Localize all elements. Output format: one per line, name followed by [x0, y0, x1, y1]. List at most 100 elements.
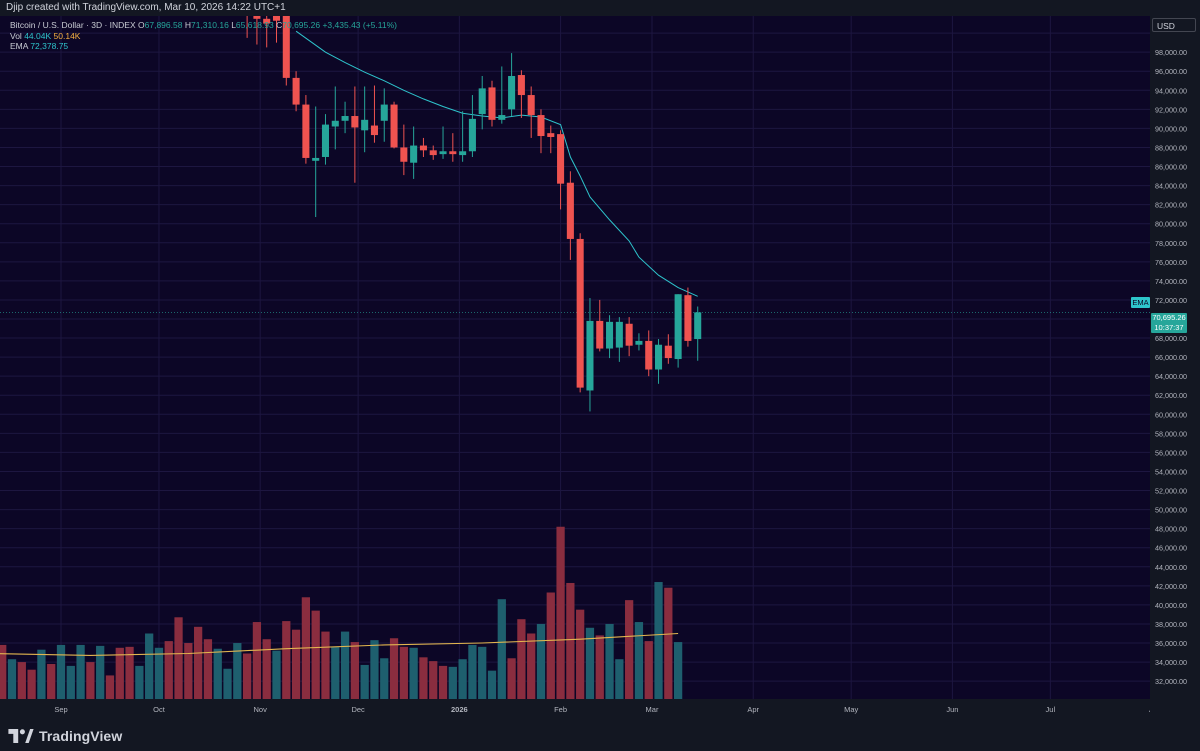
time-tick-label: Jun [946, 705, 958, 714]
price-tick-label: 68,000.00 [1155, 334, 1187, 343]
candle-body [419, 145, 427, 151]
candle [684, 287, 692, 347]
currency-button[interactable]: USD [1152, 18, 1196, 32]
price-tick-label: 34,000.00 [1155, 658, 1187, 667]
candle [302, 95, 310, 164]
volume-bar [429, 661, 438, 699]
volume-bar [154, 647, 164, 699]
volume-bar [223, 668, 232, 699]
legend-ohlc-row: Bitcoin / U.S. Dollar · 3D · INDEX O67,8… [10, 20, 397, 31]
price-chart[interactable] [0, 16, 1150, 699]
brand-name: TradingView [39, 728, 123, 744]
candle-body [547, 133, 555, 137]
time-axis[interactable]: Sep Oct Nov Dec 2026 Feb Mar Apr May Jun Jul A [0, 699, 1150, 721]
volume-bar [17, 662, 26, 699]
candle [655, 339, 663, 384]
candle [282, 16, 290, 86]
chart-legend: Bitcoin / U.S. Dollar · 3D · INDEX O67,8… [10, 20, 397, 52]
legend-close-value: 70,695.26 [282, 20, 321, 30]
volume-bar [389, 638, 399, 699]
horizontal-grid [0, 32, 1150, 682]
candle [429, 145, 437, 160]
price-tick-label: 52,000.00 [1155, 487, 1187, 496]
candle-body [351, 116, 359, 128]
candle-body [596, 320, 604, 349]
volume-bar [66, 665, 75, 699]
time-tick-label: Mar [646, 705, 659, 714]
volume-bar [458, 659, 467, 699]
volume-bar [145, 633, 154, 699]
candle-body [459, 151, 467, 156]
price-tick-label: 86,000.00 [1155, 163, 1187, 172]
candle [292, 71, 300, 112]
tradingview-logo[interactable]: TradingView [8, 727, 122, 745]
volume-bar [311, 610, 320, 699]
candle [419, 137, 427, 157]
header-bar: Djip created with TradingView.com, Mar 1… [0, 0, 1200, 16]
price-tick-label: 50,000.00 [1155, 506, 1187, 515]
volume-bar [507, 658, 516, 699]
ema-price-tag: EMA [1131, 297, 1150, 308]
price-tick-label: 74,000.00 [1155, 277, 1187, 286]
price-tick-label: 36,000.00 [1155, 639, 1187, 648]
volume-bar [615, 659, 624, 699]
candle-body [380, 104, 388, 121]
volume-bar [135, 665, 144, 699]
volume-bar [350, 642, 359, 699]
candle [370, 85, 378, 143]
price-tick-label: 92,000.00 [1155, 105, 1187, 114]
candle [321, 114, 330, 165]
candle [547, 125, 555, 154]
candle-body [282, 16, 290, 78]
price-axis[interactable]: 32,000.00 34,000.00 36,000.00 38,000.00 40,0… [1150, 16, 1200, 699]
candle-body [341, 116, 349, 121]
candle [439, 126, 447, 159]
time-tick-label: Apr [747, 705, 759, 714]
legend-high-label: H [184, 20, 191, 30]
legend-volume-row: Vol 44.04K 50.14K [10, 31, 397, 42]
price-tick-label: 58,000.00 [1155, 429, 1187, 438]
candle-body [566, 182, 574, 239]
price-tick-label: 40,000.00 [1155, 601, 1187, 610]
candle-body [478, 88, 486, 115]
volume-bar [487, 670, 497, 699]
price-tick-label: 32,000.00 [1155, 677, 1187, 686]
volume-bar [96, 645, 105, 699]
volume-bar [174, 617, 183, 699]
legend-low-value: 65,618.93 [235, 20, 274, 30]
candle-body [674, 294, 682, 360]
candle-body [655, 344, 663, 370]
candle-body [253, 16, 261, 19]
candle [615, 317, 623, 362]
candle [272, 16, 281, 43]
volume-bar [282, 621, 291, 699]
volume-bar [360, 664, 369, 699]
candle [527, 86, 535, 138]
candle [694, 306, 702, 361]
candle-body [537, 115, 545, 137]
price-axis-svg[interactable]: 32,000.00 34,000.00 36,000.00 38,000.00 40,0… [1150, 16, 1200, 699]
candle-body [684, 295, 692, 341]
chart-plot-area[interactable] [0, 16, 1150, 699]
volume-bar [654, 582, 663, 699]
time-tick-label: Dec [351, 705, 365, 714]
candle [449, 133, 457, 162]
candle [341, 101, 349, 134]
candle [400, 124, 408, 176]
candle-body [370, 125, 378, 136]
volume-bar [644, 641, 653, 699]
candle-body [508, 75, 516, 110]
candle [410, 126, 418, 179]
footer-bar: TradingView [0, 721, 1200, 751]
candle-body [272, 16, 281, 21]
candle-body [694, 312, 702, 340]
time-axis-svg[interactable]: Sep Oct Nov Dec 2026 Feb Mar Apr May Jun Jul A [0, 699, 1150, 721]
price-tick-label: 56,000.00 [1155, 448, 1187, 457]
volume-bar [184, 643, 193, 699]
volume-bar [331, 646, 340, 699]
volume-bar [340, 631, 350, 699]
candle-body [615, 321, 623, 348]
price-tick-label: 90,000.00 [1155, 124, 1187, 133]
volume-bar [527, 633, 536, 699]
volume-ma-line [0, 632, 679, 656]
